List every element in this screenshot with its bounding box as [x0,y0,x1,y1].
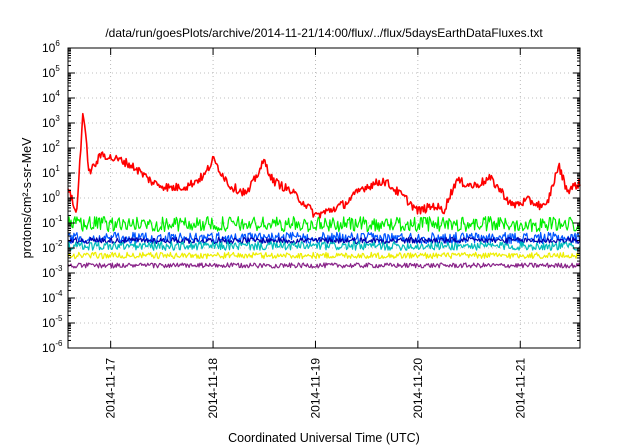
flux-series-line [67,216,581,233]
tick-marks [68,47,580,349]
y-tick-label: 103 [42,114,60,130]
flux-series-line [67,236,581,245]
y-tick-label: 101 [42,164,60,180]
grid-lines [68,48,580,348]
flux-series-line [67,241,581,251]
flux-series-line [67,262,581,269]
y-tick-label: 10-2 [42,239,63,255]
y-tick-label: 105 [42,64,60,80]
x-tick-label: 2014-11-20 [411,358,425,419]
y-axis-label: protons/cm²-s-sr-MeV [20,137,34,259]
x-tick-labels: 2014-11-17 2014-11-18 2014-11-19 2014-11-20… [104,358,528,419]
y-tick-label: 104 [42,89,60,105]
chart-title: /data/run/goesPlots/archive/2014-11-21/1… [105,26,543,40]
x-tick-label: 2014-11-18 [206,358,220,419]
y-tick-labels: 10-6 10-5 10-4 10-3 10-2 10-1 100 101 102 103 104 1… [42,39,63,355]
x-axis-label: Coordinated Universal Time (UTC) [228,431,420,445]
x-tick-label: 2014-11-17 [104,358,118,419]
x-tick-label: 2014-11-21 [513,358,527,419]
x-tick-label: 2014-11-19 [308,358,322,419]
flux-series-line [67,112,581,219]
y-tick-label: 10-3 [42,264,63,280]
y-tick-label: 106 [42,39,60,55]
series-layer [67,112,581,269]
y-tick-label: 10-6 [42,339,63,355]
y-tick-label: 10-1 [42,214,63,230]
y-tick-label: 102 [42,139,60,155]
flux-series-line [67,251,581,260]
y-tick-label: 10-5 [42,314,63,330]
y-tick-label: 100 [42,189,60,205]
y-tick-label: 10-4 [42,289,63,305]
